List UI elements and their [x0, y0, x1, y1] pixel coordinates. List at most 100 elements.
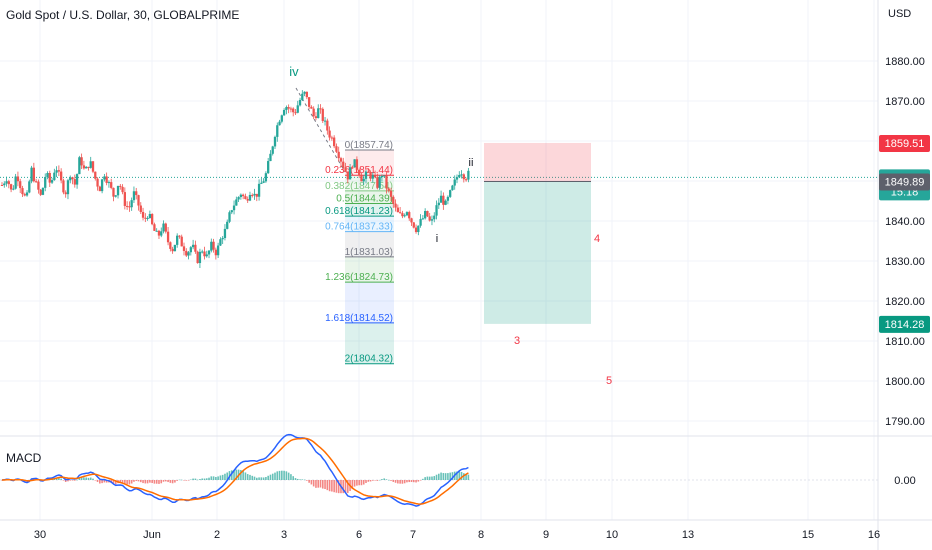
- candle-body: [0, 185, 4, 186]
- macd-label[interactable]: MACD: [6, 451, 42, 465]
- macd-histogram-bar: [387, 479, 390, 481]
- macd-histogram-bar: [226, 472, 229, 480]
- candle-body: [376, 177, 379, 188]
- candle-body: [339, 158, 343, 162]
- candle-body: [408, 212, 411, 219]
- macd-histogram-bar: [335, 480, 338, 493]
- macd-histogram-bar: [99, 480, 101, 484]
- time-tick-label: 7: [410, 529, 416, 541]
- fib-level-label: 1(1831.03): [345, 247, 393, 258]
- candle-body: [439, 195, 443, 203]
- macd-histogram-bar: [415, 480, 417, 483]
- trend-line[interactable]: [295, 87, 346, 173]
- macd-histogram-bar: [267, 475, 269, 480]
- price-axis[interactable]: 1880.001870.001860.001850.001840.001830.…: [885, 56, 925, 487]
- candle-body: [321, 108, 324, 121]
- candle-body: [82, 165, 86, 169]
- candle-body: [394, 203, 397, 208]
- macd-histogram-bar: [253, 476, 256, 480]
- candle-body: [164, 223, 167, 232]
- candle-body: [451, 185, 454, 191]
- candle-body: [417, 225, 420, 233]
- candle-body: [373, 175, 377, 178]
- candle-body: [383, 175, 386, 177]
- take-profit-zone[interactable]: [484, 181, 591, 324]
- symbol-title[interactable]: Gold Spot / U.S. Dollar, 30, GLOBALPRIME: [6, 8, 240, 22]
- macd-histogram-bar: [342, 480, 345, 494]
- candle-body: [333, 137, 336, 147]
- macd-histogram-bar: [201, 478, 203, 480]
- candle-body: [12, 188, 15, 190]
- candle-body: [48, 172, 51, 183]
- currency-label: USD: [888, 8, 912, 20]
- candle-body: [21, 188, 24, 195]
- macd-histogram-bar: [367, 480, 370, 482]
- macd-histogram-bar: [128, 480, 131, 485]
- candle-body: [264, 173, 268, 182]
- candle-body: [323, 120, 327, 122]
- macd-histogram-bar: [369, 480, 372, 482]
- macd-histogram-bar: [230, 470, 233, 480]
- candle-body: [396, 207, 399, 213]
- macd-histogram-bar: [401, 480, 404, 484]
- candle-body: [351, 167, 354, 169]
- candle-body: [41, 187, 45, 195]
- candle-body: [273, 136, 277, 147]
- candle-body: [94, 171, 97, 179]
- macd-histogram-bar: [294, 478, 297, 480]
- macd-histogram-bar: [433, 476, 436, 480]
- macd-histogram-bar: [360, 480, 363, 486]
- macd-histogram-bar: [392, 480, 395, 482]
- macd-histogram-bar: [419, 480, 422, 481]
- time-tick-label: 3: [281, 529, 287, 541]
- stop-loss-zone[interactable]: [484, 142, 591, 182]
- candle-body: [37, 181, 40, 190]
- macd-histogram-bar: [135, 480, 138, 481]
- price-badge-label: 1859.51: [885, 138, 925, 150]
- candle-body: [194, 244, 197, 252]
- price-tick-label: 1880.00: [885, 56, 925, 68]
- candle-body: [298, 99, 302, 106]
- macd-histogram-bar: [381, 479, 383, 480]
- macd-histogram-bar: [190, 479, 192, 481]
- macd-histogram-bar: [155, 480, 158, 484]
- candle-body: [66, 180, 70, 195]
- fib-level-label: 1.236(1824.73): [325, 272, 393, 283]
- candle-body: [28, 181, 31, 193]
- macd-histogram-bar: [215, 477, 217, 480]
- macd-histogram-bar: [408, 480, 411, 483]
- macd-histogram-bar: [249, 474, 251, 480]
- candle-body: [125, 205, 129, 207]
- candle-body: [16, 176, 20, 182]
- fib-level-label: 0.764(1837.33): [325, 222, 393, 233]
- candle-body: [346, 171, 349, 180]
- candle-body: [123, 192, 126, 206]
- macd-histogram-bar: [337, 480, 340, 494]
- candle-body: [371, 175, 374, 179]
- macd-histogram-bar: [372, 480, 374, 481]
- candle-body: [285, 107, 288, 111]
- candle-body: [310, 106, 313, 109]
- position-zones[interactable]: [484, 142, 591, 324]
- candle-body: [89, 161, 92, 168]
- macd-histogram-bar: [344, 480, 347, 493]
- macd-histogram-bar: [171, 480, 174, 484]
- macd-histogram-bar: [310, 480, 313, 485]
- candle-body: [282, 110, 286, 116]
- candle-body: [378, 176, 381, 188]
- candle-body: [301, 93, 304, 100]
- macd-histogram-bar: [203, 478, 206, 480]
- macd-histogram-bar: [260, 477, 263, 480]
- candle-body: [232, 205, 236, 211]
- candle-body: [255, 193, 258, 197]
- candle-body: [3, 183, 6, 186]
- candle-body: [141, 211, 145, 218]
- candle-body: [130, 200, 133, 208]
- candle-body: [228, 212, 231, 222]
- macd-histogram-bar: [324, 480, 326, 490]
- time-axis[interactable]: 30 Jun 2 3 6 7 8 9 10 13 15 16: [34, 529, 880, 541]
- fibonacci-extension[interactable]: 0(1857.74)0.236(1851.44)0.382(1847.54)0.…: [295, 87, 394, 365]
- time-tick-label: 9: [543, 529, 549, 541]
- macd-histogram-bar: [224, 473, 226, 480]
